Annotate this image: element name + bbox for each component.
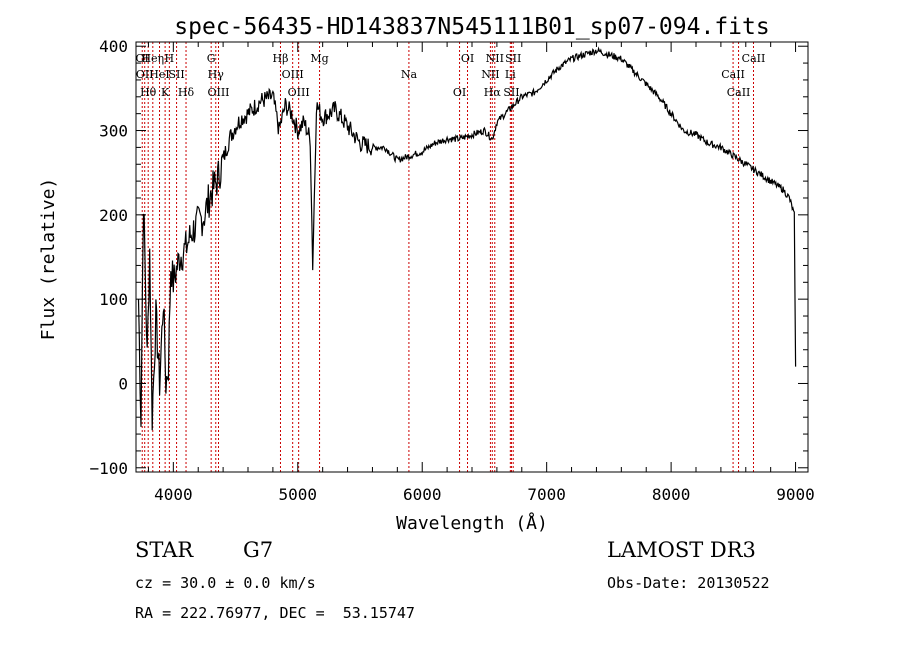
- marker-label-OI: OI: [136, 52, 149, 65]
- object-class: STAR: [135, 538, 194, 562]
- y-axis-label: Flux (relative): [38, 178, 59, 341]
- x-tick-label-7000: 7000: [527, 485, 566, 504]
- marker-label-OIII: OIII: [288, 86, 310, 99]
- marker-label-CaII: CaII: [721, 68, 745, 81]
- x-tick-label-6000: 6000: [403, 485, 442, 504]
- y-tick-label-100: 100: [99, 290, 128, 309]
- marker-label-SII: SII: [503, 86, 519, 99]
- marker-label-K: K: [161, 86, 170, 99]
- x-tick-label-5000: 5000: [279, 485, 318, 504]
- survey-name: LAMOST DR3: [607, 538, 756, 562]
- marker-label-Hγ: Hγ: [208, 68, 225, 81]
- marker-label-CaII: CaII: [727, 86, 751, 99]
- marker-label-CaII: CaII: [742, 52, 766, 65]
- marker-label-OI: OI: [461, 52, 474, 65]
- marker-label-Li: Li: [505, 68, 516, 81]
- marker-label-HeI: HeI: [149, 68, 169, 81]
- marker-label-OIII: OIII: [282, 68, 304, 81]
- marker-label-Heη: Heη: [141, 52, 164, 65]
- x-tick-label-8000: 8000: [652, 485, 691, 504]
- x-tick-label-4000: 4000: [154, 485, 193, 504]
- marker-label-OIII: OIII: [207, 86, 229, 99]
- y-axis-ticks: −100 0 100 200 300 400: [89, 37, 808, 478]
- object-subclass: G7: [243, 538, 274, 562]
- marker-label-Hδ: Hδ: [178, 86, 195, 99]
- spectral-line-markers: [141, 42, 754, 472]
- chart-title: spec-56435-HD143837N545111B01_sp07-094.f…: [174, 14, 769, 40]
- redshift-readout: cz = 30.0 ± 0.0 km/s: [135, 574, 316, 592]
- y-tick-label-0: 0: [118, 374, 128, 393]
- marker-label-OII: OII: [136, 68, 154, 81]
- y-tick-label-300: 300: [99, 122, 128, 141]
- coordinates-readout: RA = 222.76977, DEC = 53.15747: [135, 604, 415, 622]
- x-tick-label-9000: 9000: [776, 485, 815, 504]
- marker-label-NII: NII: [486, 52, 504, 65]
- observation-date: Obs-Date: 20130522: [607, 574, 770, 592]
- x-axis-label: Wavelength (Å): [396, 512, 548, 534]
- marker-label-G: G: [207, 52, 216, 65]
- marker-label-Na: Na: [401, 68, 418, 81]
- y-tick-label--100: −100: [89, 459, 128, 478]
- spectral-line-labels: OI OII Hθ Heη HeI K H SII Hδ G Hγ OIII Hβ OIII OIII Mg N…: [136, 52, 766, 99]
- marker-label-OI: OI: [453, 86, 466, 99]
- plot-frame: [135, 41, 809, 473]
- x-axis-ticks: 4000 5000 6000 7000 8000 9000: [147, 42, 815, 504]
- spectrum-line: [137, 46, 797, 431]
- marker-label-Hβ: Hβ: [273, 52, 289, 65]
- marker-label-NII: NII: [481, 68, 499, 81]
- marker-label-SII: SII: [168, 68, 184, 81]
- marker-label-H: H: [165, 52, 175, 65]
- marker-label-SII: SII: [505, 52, 521, 65]
- marker-label-Hα: Hα: [484, 86, 502, 99]
- y-tick-label-400: 400: [99, 37, 128, 56]
- marker-label-Hθ: Hθ: [140, 86, 157, 99]
- y-tick-label-200: 200: [99, 206, 128, 225]
- marker-label-Mg: Mg: [310, 52, 328, 65]
